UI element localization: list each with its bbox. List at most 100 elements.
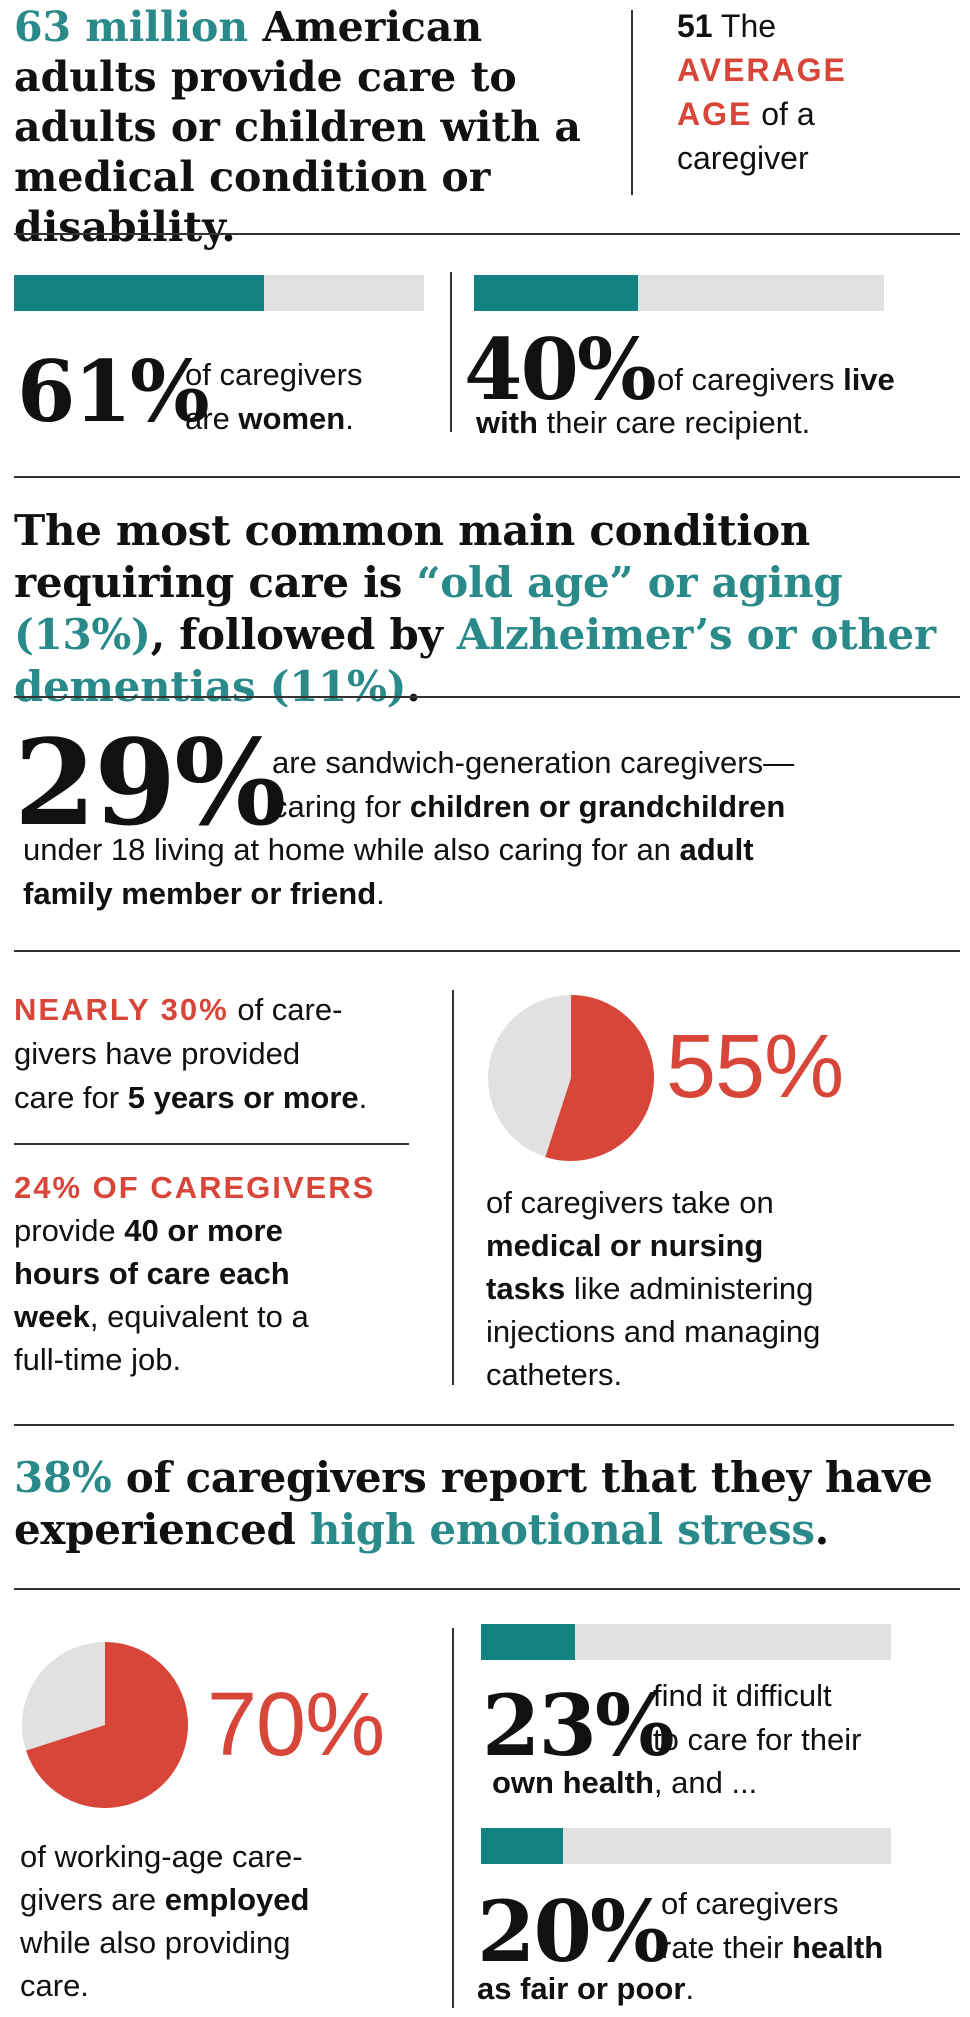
fair-poor-percent: 20% xyxy=(477,1882,670,1981)
hours-40-or-more: 40 or more xyxy=(124,1213,283,1248)
average-age-block: 51 The AVERAGE AGE of a caregiver xyxy=(677,4,937,180)
stress-headline: 38% of caregivers report that they have … xyxy=(14,1452,944,1556)
employed-employed: employed xyxy=(164,1882,310,1917)
fair-poor-line1: of caregivers xyxy=(661,1886,839,1921)
women-caption: of caregivers are women. xyxy=(185,353,435,441)
own-health-percent: 23% xyxy=(482,1676,675,1775)
divider xyxy=(452,990,454,1385)
sandwich-caption-bottom: under 18 living at home while also carin… xyxy=(23,828,963,916)
average-age-of-a: of a xyxy=(752,96,815,132)
own-health-line1: find it difficult xyxy=(653,1678,832,1713)
employed-line1: of working-age care- xyxy=(20,1839,303,1874)
intro-stat: 63 million xyxy=(14,3,249,51)
thin-divider xyxy=(14,1143,409,1145)
intro-headline: 63 million American adults provide care … xyxy=(14,2,614,252)
sandwich-family: family member or friend xyxy=(23,876,377,911)
hours-provide: provide xyxy=(14,1213,125,1248)
fair-poor-bar xyxy=(481,1828,891,1864)
divider xyxy=(14,950,960,952)
average-age-caregiver: caregiver xyxy=(677,140,809,176)
live-with-recipient: their care recipient. xyxy=(538,405,811,440)
hours-equivalent: , equivalent to a xyxy=(89,1299,309,1334)
employed-line4: care. xyxy=(20,1968,89,2003)
fair-poor-period: . xyxy=(685,1971,695,2006)
divider xyxy=(14,696,960,698)
average-age-label-2: AGE xyxy=(677,96,753,132)
employed-pie-slice xyxy=(26,1642,188,1808)
divider xyxy=(14,476,960,478)
divider xyxy=(450,272,452,432)
years-block: NEARLY 30% of care- givers have provided… xyxy=(14,988,434,1120)
own-health-bar xyxy=(481,1624,891,1660)
fair-poor-rate-their: rate their xyxy=(661,1930,792,1965)
fair-poor-as-fair: as fair or poor xyxy=(477,1971,686,2006)
own-health-bar-fill xyxy=(481,1624,576,1660)
years-text-3: care for xyxy=(14,1080,128,1115)
sandwich-line3: under 18 living at home while also carin… xyxy=(23,832,680,867)
sandwich-period: . xyxy=(376,876,385,911)
own-health-caption-right: find it difficult to care for their xyxy=(653,1674,953,1762)
medical-injections: injections and managing xyxy=(486,1314,821,1349)
women-caption-period: . xyxy=(345,401,354,436)
employed-pie xyxy=(22,1642,188,1808)
condition-old-age: “old age” or aging (13%) xyxy=(14,558,843,659)
live-with-live: live xyxy=(843,362,895,397)
sandwich-adult: adult xyxy=(679,832,754,867)
live-with-bar-fill xyxy=(474,275,638,311)
average-age-label: AVERAGE xyxy=(677,52,847,88)
years-text-1: of care- xyxy=(228,992,343,1027)
years-period: . xyxy=(358,1080,368,1115)
divider xyxy=(631,10,633,195)
live-with-caption-1: of caregivers live xyxy=(657,358,895,402)
medical-line1: of caregivers take on xyxy=(486,1185,774,1220)
own-health-caption-bottom: own health, and ... xyxy=(492,1761,757,1805)
intro-text: American adults provide care to adults o… xyxy=(14,3,581,251)
sandwich-percent: 29% xyxy=(14,713,286,852)
average-age-number: 51 xyxy=(677,8,713,44)
years-lead: NEARLY 30% xyxy=(14,992,229,1027)
medical-tasks: tasks xyxy=(486,1271,566,1306)
live-with-percent: 40% xyxy=(464,320,657,419)
sandwich-line1: are sandwich-generation caregivers— xyxy=(272,745,795,780)
sandwich-caption-top: are sandwich-generation caregivers— cari… xyxy=(272,741,962,829)
stress-high-emotional: high emotional stress xyxy=(309,1505,815,1554)
employed-percent: 70% xyxy=(207,1675,385,1775)
hours-week: week xyxy=(14,1299,90,1334)
hours-block: 24% OF CAREGIVERS provide 40 or more hou… xyxy=(14,1166,444,1381)
employed-line3: while also providing xyxy=(20,1925,291,1960)
medical-pie xyxy=(488,995,654,1161)
divider xyxy=(452,1628,454,2008)
medical-administering: like administering xyxy=(565,1271,814,1306)
own-health-line2: to care for their xyxy=(653,1722,862,1757)
condition-headline: The most common main condition requiring… xyxy=(14,505,959,713)
condition-alzheimers: Alzheimer’s or other dementias (11%) xyxy=(14,610,936,711)
fair-poor-caption-bottom: as fair or poor. xyxy=(477,1967,694,2011)
women-caption-are: are xyxy=(185,401,239,436)
medical-percent: 55% xyxy=(666,1017,844,1117)
hours-lead: 24% OF CAREGIVERS xyxy=(14,1170,376,1205)
condition-period: . xyxy=(406,662,421,711)
medical-pie-slice xyxy=(545,995,654,1161)
medical-caption: of caregivers take on medical or nursing… xyxy=(486,1181,926,1396)
employed-givers-are: givers are xyxy=(20,1882,165,1917)
stress-percent: 38% xyxy=(14,1453,112,1502)
fair-poor-health: health xyxy=(791,1930,884,1965)
women-caption-line1: of caregivers xyxy=(185,357,363,392)
live-with-caption-2: with their care recipient. xyxy=(476,401,810,445)
divider xyxy=(14,233,960,235)
sandwich-children: children or grandchildren xyxy=(409,789,786,824)
live-with-with: with xyxy=(476,405,538,440)
years-text-2: givers have provided xyxy=(14,1036,301,1071)
fair-poor-caption-right: of caregivers rate their health xyxy=(661,1882,961,1970)
medical-catheters: catheters. xyxy=(486,1357,623,1392)
condition-text-1: The most common main condition requiring… xyxy=(14,506,811,607)
employed-caption: of working-age care- givers are employed… xyxy=(20,1835,440,2007)
divider xyxy=(14,1424,954,1426)
hours-full-time: full-time job. xyxy=(14,1342,182,1377)
women-bar xyxy=(14,275,424,311)
hours-of-care-each: hours of care each xyxy=(14,1256,290,1291)
stress-text: of caregivers report that they have expe… xyxy=(14,1453,933,1554)
sandwich-caring-for: caring for xyxy=(272,789,410,824)
years-5-years: 5 years or more xyxy=(127,1080,359,1115)
live-with-bar xyxy=(474,275,884,311)
